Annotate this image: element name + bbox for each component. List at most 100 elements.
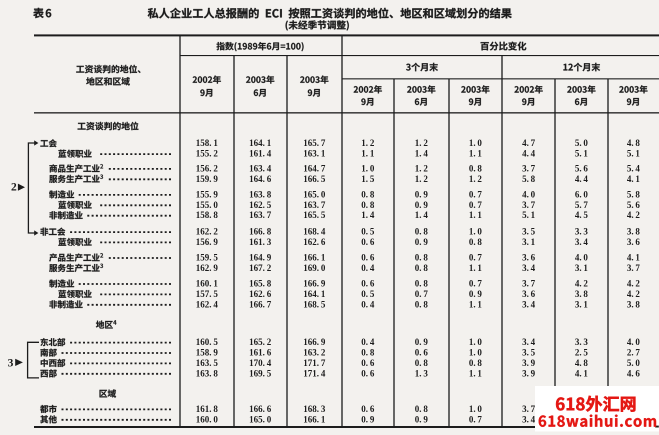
svg-text:0. 8: 0. 8	[415, 263, 429, 273]
svg-text:5. 8: 5. 8	[522, 174, 536, 184]
svg-text:3. 9: 3. 9	[522, 368, 536, 378]
svg-text:0. 4: 0. 4	[361, 263, 375, 273]
svg-text:159. 9: 159. 9	[196, 174, 219, 184]
svg-text:168. 5: 168. 5	[303, 299, 326, 309]
svg-text:5. 8: 5. 8	[627, 189, 641, 199]
svg-text:0. 4: 0. 4	[361, 299, 375, 309]
svg-text:162. 9: 162. 9	[196, 263, 219, 273]
svg-text:163. 7: 163. 7	[303, 200, 326, 210]
svg-text:1. 2: 1. 2	[415, 174, 429, 184]
svg-text:158. 8: 158. 8	[196, 210, 219, 220]
svg-text:1. 5: 1. 5	[361, 174, 375, 184]
svg-text:161. 6: 161. 6	[249, 348, 272, 358]
svg-text:166. 9: 166. 9	[303, 337, 326, 347]
svg-text:165. 0: 165. 0	[249, 414, 272, 424]
svg-text:3. 3: 3. 3	[575, 337, 589, 347]
svg-text:4. 6: 4. 6	[627, 368, 641, 378]
svg-text:0. 5: 0. 5	[361, 289, 375, 299]
svg-text:0. 7: 0. 7	[415, 289, 429, 299]
svg-text:166. 8: 166. 8	[249, 227, 272, 237]
svg-text:169. 5: 169. 5	[249, 368, 272, 378]
svg-text:5. 6: 5. 6	[627, 200, 641, 210]
svg-text:0. 9: 0. 9	[415, 200, 429, 210]
svg-text:0. 8: 0. 8	[415, 358, 429, 368]
svg-text:0. 6: 0. 6	[415, 348, 429, 358]
svg-text:3. 1: 3. 1	[575, 299, 589, 309]
svg-text:161. 8: 161. 8	[196, 404, 219, 414]
svg-text:165. 7: 165. 7	[303, 138, 326, 148]
svg-text:3. 8: 3. 8	[575, 289, 589, 299]
svg-text:4. 1: 4. 1	[627, 174, 641, 184]
svg-text:0. 5: 0. 5	[361, 227, 375, 237]
svg-text:166. 7: 166. 7	[249, 299, 272, 309]
svg-text:4. 8: 4. 8	[575, 358, 589, 368]
svg-text:0. 6: 0. 6	[361, 279, 375, 289]
svg-text:3. 3: 3. 3	[575, 227, 589, 237]
svg-text:162. 4: 162. 4	[196, 299, 219, 309]
svg-text:165. 5: 165. 5	[303, 210, 326, 220]
svg-text:166. 9: 166. 9	[303, 279, 326, 289]
svg-text:0. 7: 0. 7	[469, 189, 483, 199]
svg-text:1. 3: 1. 3	[415, 368, 429, 378]
svg-text:1. 1: 1. 1	[469, 210, 483, 220]
svg-text:0. 9: 0. 9	[415, 337, 429, 347]
svg-text:1. 0: 1. 0	[361, 163, 375, 173]
svg-text:157. 5: 157. 5	[196, 289, 219, 299]
svg-text:155. 9: 155. 9	[196, 189, 219, 199]
svg-text:2: 2	[11, 182, 17, 194]
svg-text:163. 2: 163. 2	[303, 348, 326, 358]
svg-text:1. 0: 1. 0	[469, 404, 483, 414]
svg-text:163. 7: 163. 7	[249, 210, 272, 220]
svg-text:155. 2: 155. 2	[196, 149, 219, 159]
svg-text:5. 6: 5. 6	[575, 163, 589, 173]
svg-text:5. 1: 5. 1	[522, 210, 536, 220]
svg-text:0. 6: 0. 6	[361, 237, 375, 247]
svg-text:1. 0: 1. 0	[469, 227, 483, 237]
svg-text:166. 1: 166. 1	[303, 414, 326, 424]
svg-text:0. 7: 0. 7	[469, 414, 483, 424]
svg-text:162. 6: 162. 6	[249, 289, 272, 299]
svg-text:4. 1: 4. 1	[575, 368, 589, 378]
svg-text:156. 9: 156. 9	[196, 237, 219, 247]
svg-text:5. 7: 5. 7	[575, 200, 589, 210]
svg-text:166. 1: 166. 1	[303, 253, 326, 263]
svg-text:161. 4: 161. 4	[249, 149, 272, 159]
svg-text:6. 0: 6. 0	[575, 189, 589, 199]
svg-text:3. 1: 3. 1	[575, 263, 589, 273]
svg-text:3. 4: 3. 4	[522, 337, 536, 347]
svg-text:2. 5: 2. 5	[575, 348, 589, 358]
svg-text:3. 5: 3. 5	[522, 227, 536, 237]
svg-text:0. 8: 0. 8	[415, 299, 429, 309]
svg-text:164. 1: 164. 1	[249, 138, 272, 148]
svg-text:0. 8: 0. 8	[361, 189, 375, 199]
svg-text:0. 9: 0. 9	[361, 414, 375, 424]
svg-text:3. 7: 3. 7	[522, 404, 536, 414]
svg-text:0. 6: 0. 6	[361, 368, 375, 378]
svg-text:3. 1: 3. 1	[522, 237, 536, 247]
svg-text:5. 1: 5. 1	[627, 149, 641, 159]
svg-text:0. 8: 0. 8	[469, 237, 483, 247]
svg-text:3. 6: 3. 6	[522, 289, 536, 299]
svg-text:1. 1: 1. 1	[361, 149, 375, 159]
svg-text:0. 6: 0. 6	[361, 253, 375, 263]
svg-text:171. 4: 171. 4	[303, 368, 326, 378]
svg-text:0. 6: 0. 6	[361, 404, 375, 414]
svg-text:3. 7: 3. 7	[627, 263, 641, 273]
svg-text:0. 6: 0. 6	[361, 358, 375, 368]
svg-text:1. 1: 1. 1	[469, 263, 483, 273]
svg-text:4. 0: 4. 0	[575, 253, 589, 263]
svg-text:168. 4: 168. 4	[303, 227, 326, 237]
svg-text:1. 0: 1. 0	[469, 337, 483, 347]
svg-text:3. 4: 3. 4	[522, 414, 536, 424]
svg-text:1. 0: 1. 0	[469, 348, 483, 358]
svg-text:3. 9: 3. 9	[522, 358, 536, 368]
svg-text:0. 9: 0. 9	[415, 189, 429, 199]
svg-text:1. 2: 1. 2	[415, 163, 429, 173]
svg-text:170. 4: 170. 4	[249, 358, 272, 368]
svg-text:167. 2: 167. 2	[249, 263, 272, 273]
svg-text:163. 8: 163. 8	[249, 189, 272, 199]
svg-text:0. 8: 0. 8	[469, 358, 483, 368]
svg-text:3. 6: 3. 6	[522, 253, 536, 263]
svg-text:4. 2: 4. 2	[575, 279, 589, 289]
svg-text:164. 1: 164. 1	[303, 289, 326, 299]
